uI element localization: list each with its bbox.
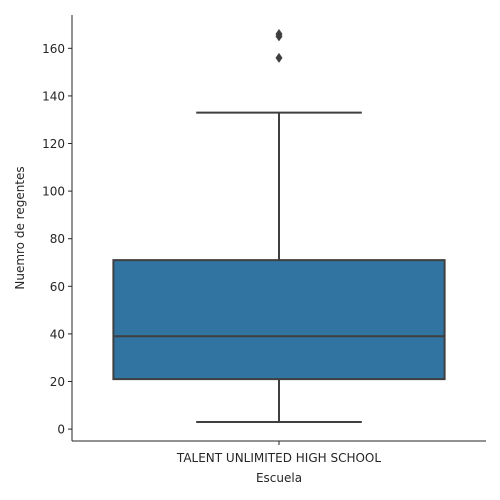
- outlier-point: [275, 29, 283, 40]
- x-axis-ticks: TALENT UNLIMITED HIGH SCHOOL: [176, 441, 381, 465]
- y-tick-label: 60: [50, 280, 65, 294]
- y-tick-label: 0: [57, 423, 65, 437]
- y-axis-ticks: 0 20 40 60 80 100 120 140 160: [42, 42, 72, 437]
- plot-area: [112, 29, 446, 423]
- y-tick-label: 160: [42, 42, 65, 56]
- y-tick-label: 120: [42, 137, 65, 151]
- y-tick-label: 140: [42, 89, 65, 103]
- y-tick-label: 20: [50, 375, 65, 389]
- y-tick-label: 40: [50, 327, 65, 341]
- x-axis-title: Escuela: [256, 471, 302, 485]
- y-axis-title: Nuemro de regentes: [13, 166, 27, 289]
- x-tick-label: TALENT UNLIMITED HIGH SCHOOL: [176, 451, 381, 465]
- box-group: [112, 29, 446, 423]
- y-tick-label: 80: [50, 232, 65, 246]
- iqr-box: [112, 259, 446, 381]
- y-tick-label: 100: [42, 185, 65, 199]
- outlier-point: [275, 52, 283, 63]
